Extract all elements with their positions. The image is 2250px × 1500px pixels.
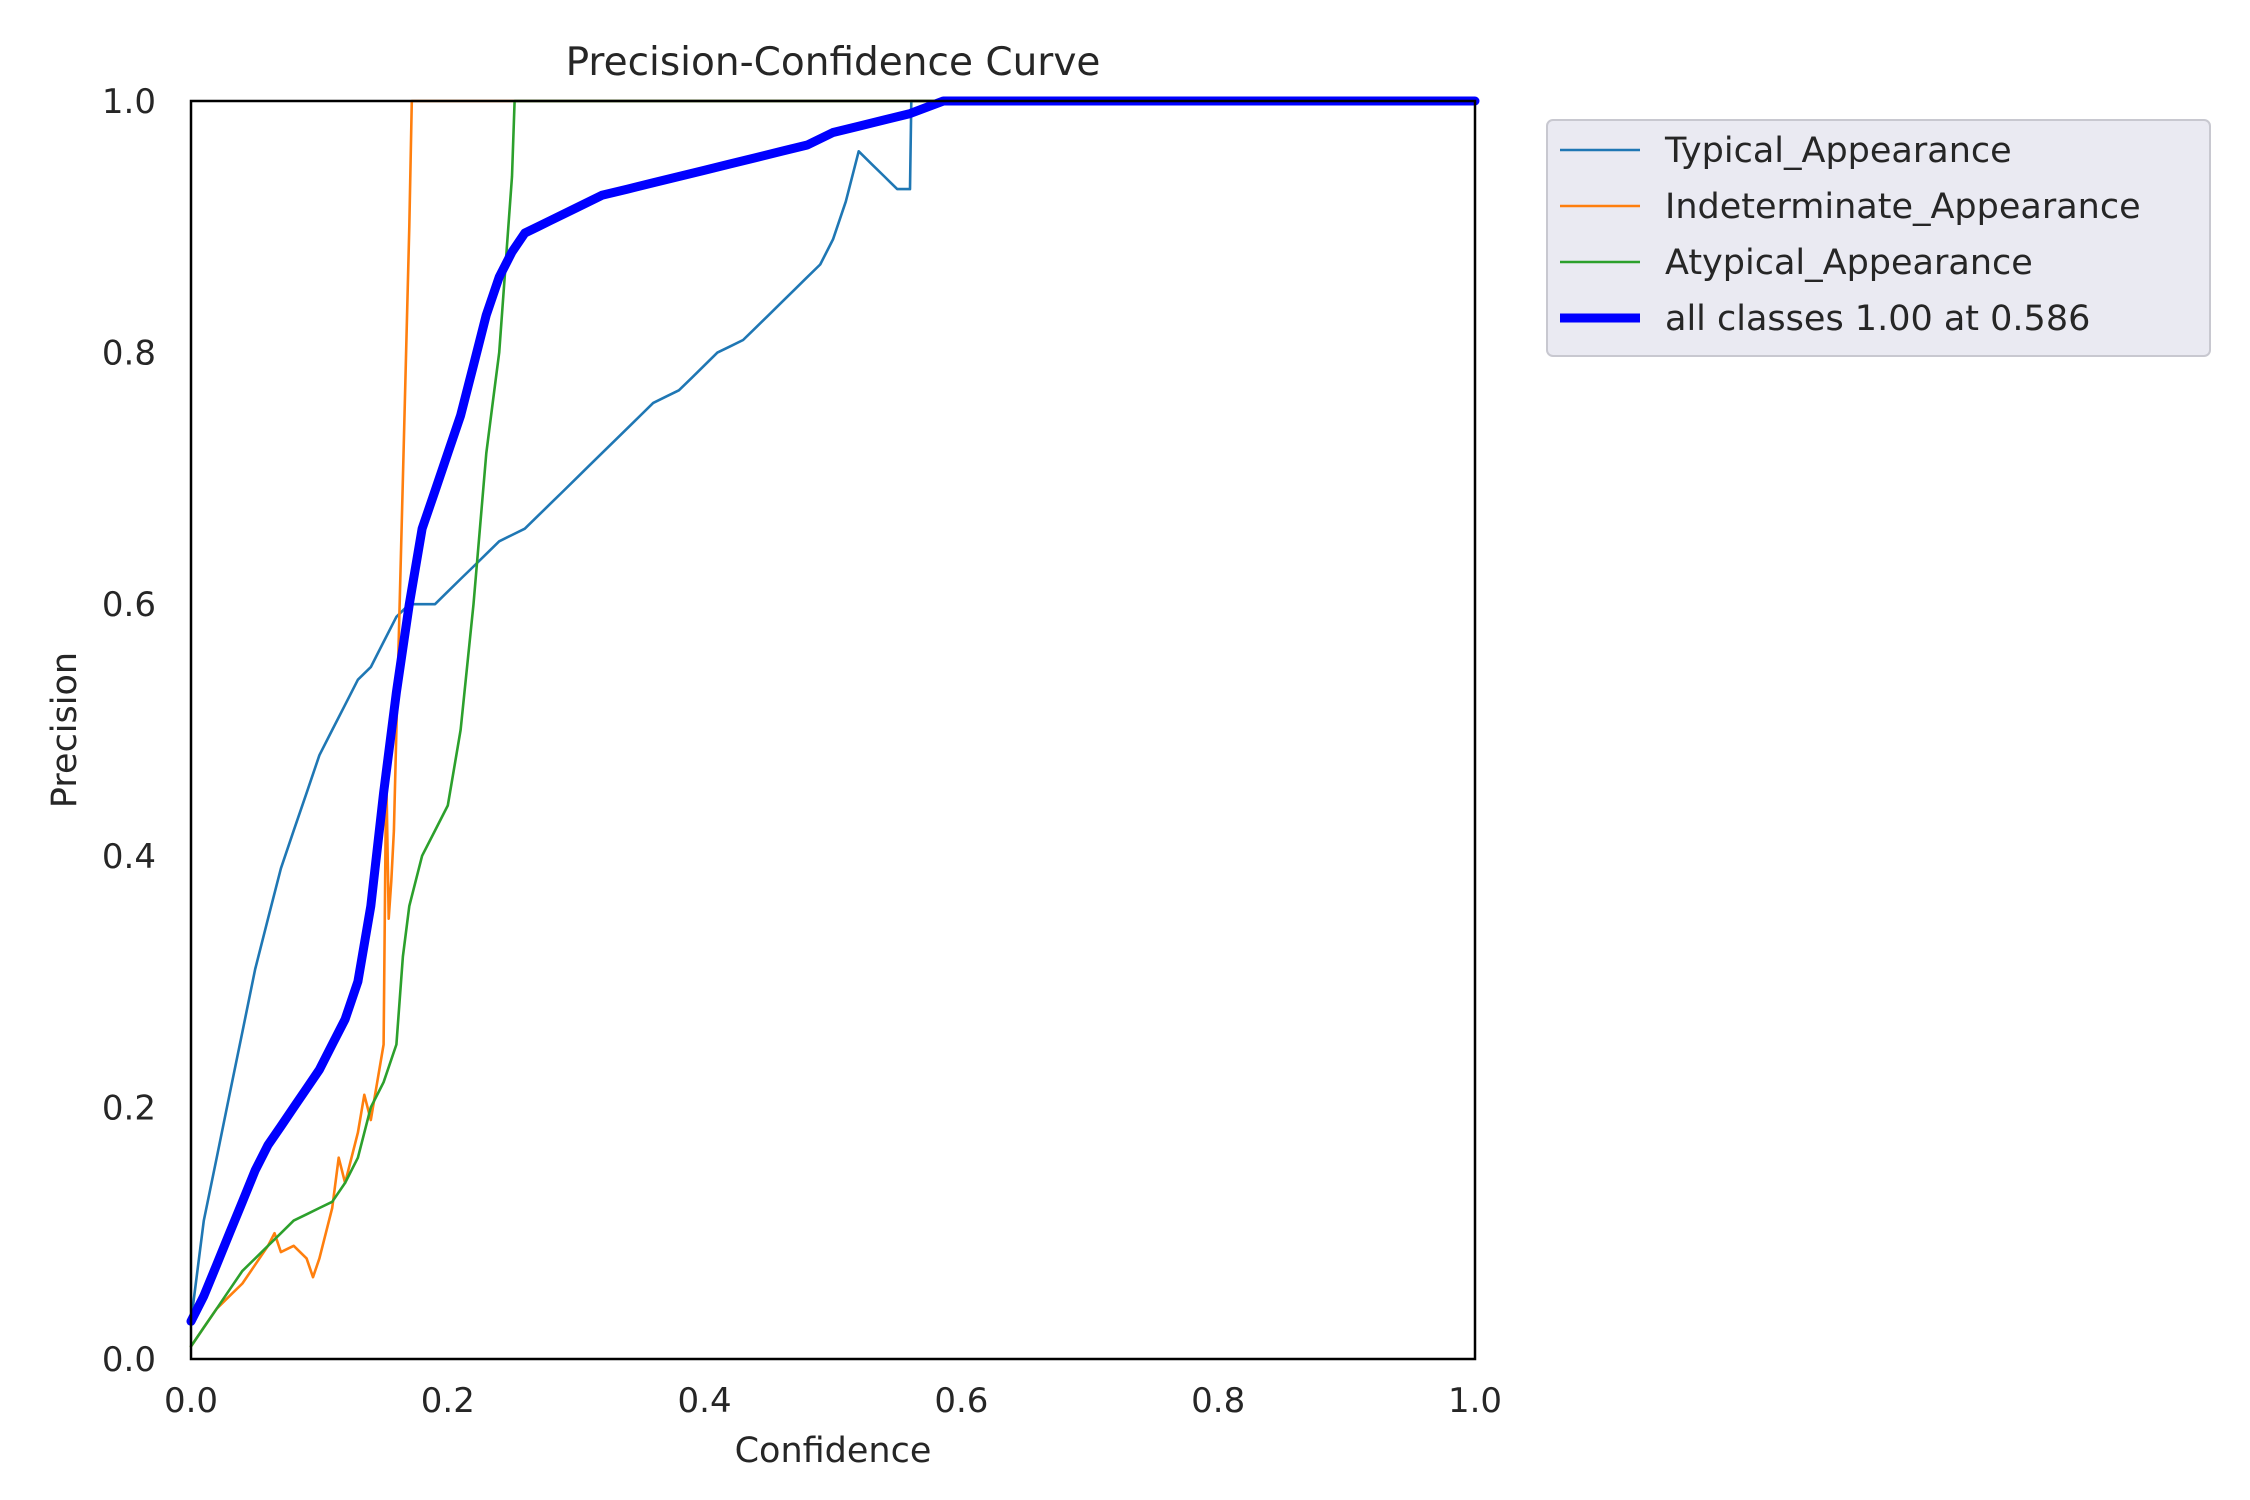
x-tick-label: 0.6 (934, 1381, 988, 1421)
plot-frame (189, 99, 1477, 1361)
x-tick-label: 0.8 (1191, 1381, 1245, 1421)
y-tick-label: 0.2 (102, 1088, 156, 1128)
chart-title: Precision-Confidence Curve (566, 40, 1101, 85)
legend: Typical_Appearance Indeterminate_Appearan… (1546, 119, 2211, 357)
x-tick-label: 0.4 (678, 1381, 732, 1421)
legend-label: Atypical_Appearance (1665, 243, 2033, 283)
series-line-2 (189, 99, 1477, 1348)
legend-box (1546, 119, 2211, 357)
y-tick-label: 0.8 (102, 334, 156, 374)
x-tick-label: 1.0 (1448, 1381, 1502, 1421)
y-tick-labels: 0.0 0.2 0.4 0.6 0.8 1.0 (102, 82, 156, 1380)
series-group (186, 96, 1480, 1348)
legend-label: all classes 1.00 at 0.586 (1665, 299, 2090, 339)
x-tick-label: 0.2 (421, 1381, 475, 1421)
series-line-0 (189, 99, 1477, 1323)
y-tick-label: 0.4 (102, 837, 156, 877)
y-tick-label: 0.0 (102, 1340, 156, 1380)
x-tick-label: 0.0 (164, 1381, 218, 1421)
legend-entries: Typical_Appearance Indeterminate_Appearan… (1560, 131, 2141, 339)
series-line-3 (186, 96, 1480, 1326)
y-axis-label: Precision (45, 652, 85, 808)
y-tick-label: 0.6 (102, 585, 156, 625)
x-axis-label: Confidence (735, 1431, 932, 1471)
series-line-1 (189, 99, 1477, 1348)
y-tick-label: 1.0 (102, 82, 156, 122)
x-tick-labels: 0.0 0.2 0.4 0.6 0.8 1.0 (164, 1381, 1502, 1421)
legend-label: Indeterminate_Appearance (1665, 187, 2141, 227)
legend-label: Typical_Appearance (1664, 131, 2012, 171)
